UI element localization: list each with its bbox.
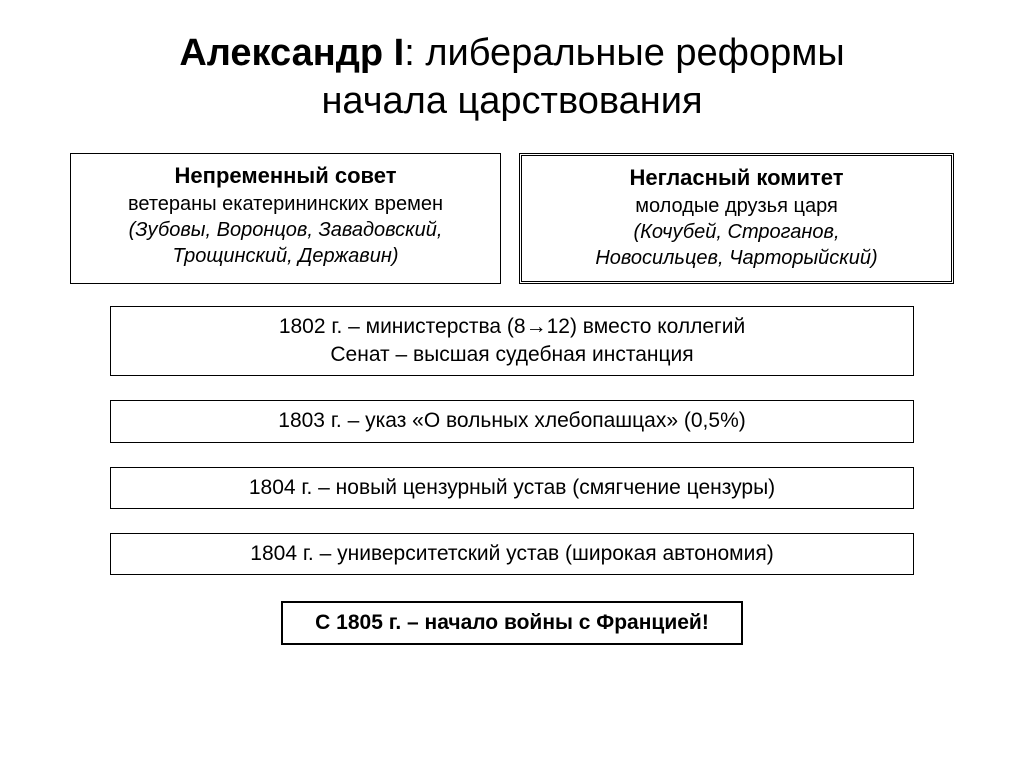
right-sub: молодые друзья царя (534, 193, 939, 219)
left-names2: Трощинский, Державин) (83, 243, 488, 269)
title-bold: Александр I (179, 32, 404, 74)
page-title: Александр I: либеральные реформы начала … (50, 30, 974, 125)
right-names2: Новосильцев, Чарторыйский) (534, 245, 939, 271)
left-council-box: Непременный совет ветераны екатеринински… (70, 153, 501, 284)
right-committee-box: Негласный комитет молодые друзья царя (К… (519, 153, 954, 284)
event-box-1804a: 1804 г. – новый цензурный устав (смягчен… (110, 467, 914, 509)
title-light2: начала царствования (321, 80, 702, 122)
event-line: 1803 г. – указ «О вольных хлебопашцах» (… (125, 407, 899, 435)
event-line: 1804 г. – новый цензурный устав (смягчен… (125, 474, 899, 502)
title-light1: : либеральные реформы (404, 32, 844, 74)
top-row: Непременный совет ветераны екатеринински… (50, 153, 974, 284)
event-box-1802: 1802 г. – министерства (8→12) вместо кол… (110, 306, 914, 377)
event-box-1803: 1803 г. – указ «О вольных хлебопашцах» (… (110, 400, 914, 442)
final-box: С 1805 г. – начало войны с Францией! (281, 601, 743, 645)
event-line: 1804 г. – университетский устав (широкая… (125, 540, 899, 568)
left-header: Непременный совет (83, 162, 488, 191)
event-line: Сенат – высшая судебная инстанция (125, 341, 899, 369)
right-names1: (Кочубей, Строганов, (534, 219, 939, 245)
event-line: 1802 г. – министерства (8→12) вместо кол… (125, 313, 899, 341)
events-column: 1802 г. – министерства (8→12) вместо кол… (50, 306, 974, 576)
left-sub: ветераны екатерининских времен (83, 191, 488, 217)
final-row: С 1805 г. – начало войны с Францией! (50, 601, 974, 645)
right-header: Негласный комитет (534, 164, 939, 193)
left-names1: (Зубовы, Воронцов, Завадовский, (83, 217, 488, 243)
event-box-1804b: 1804 г. – университетский устав (широкая… (110, 533, 914, 575)
